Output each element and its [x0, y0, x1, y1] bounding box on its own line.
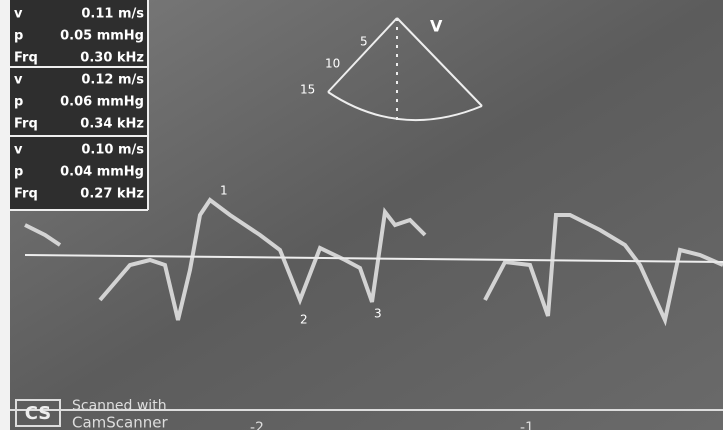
measure-value: 0.10 m/s	[81, 143, 144, 158]
measure-label: v	[14, 73, 23, 88]
doppler-waveform	[24, 197, 723, 327]
measure-value: 0.05 mmHg	[60, 29, 144, 44]
measure-panel	[10, 0, 148, 210]
panel-lines	[10, 0, 149, 211]
measure-label: Frq	[14, 51, 38, 66]
sector-mode: V	[430, 17, 443, 36]
time-label: -1	[520, 420, 534, 430]
measure-value: 0.27 kHz	[80, 187, 144, 202]
measure-value: 0.06 mmHg	[60, 95, 144, 110]
watermark-line: CamScanner	[72, 414, 168, 431]
measure-label: v	[14, 143, 23, 158]
measure-label: p	[14, 165, 23, 180]
depth-label: 15	[300, 83, 315, 97]
watermark-line: Scanned with	[72, 398, 167, 414]
measure-value: 0.34 kHz	[80, 117, 144, 132]
measure-value: 0.12 m/s	[81, 73, 144, 88]
marker: 2	[300, 313, 308, 327]
measure-label: v	[14, 7, 23, 22]
measure-label: p	[14, 95, 23, 110]
measure-label: Frq	[14, 117, 38, 132]
measure-label: Frq	[14, 187, 38, 202]
depth-label: 10	[325, 57, 340, 71]
logo: CS	[25, 403, 52, 424]
measure-label: p	[14, 29, 23, 44]
measure-value: 0.11 m/s	[81, 7, 144, 22]
time-label: -2	[250, 420, 264, 430]
marker: 1	[220, 184, 228, 198]
logo-box	[15, 399, 61, 427]
marker: 3	[374, 307, 382, 321]
measure-value: 0.04 mmHg	[60, 165, 144, 180]
baseline	[24, 254, 723, 263]
depth-label: 5	[360, 35, 368, 49]
sector	[327, 17, 483, 122]
measure-value: 0.30 kHz	[80, 51, 144, 66]
